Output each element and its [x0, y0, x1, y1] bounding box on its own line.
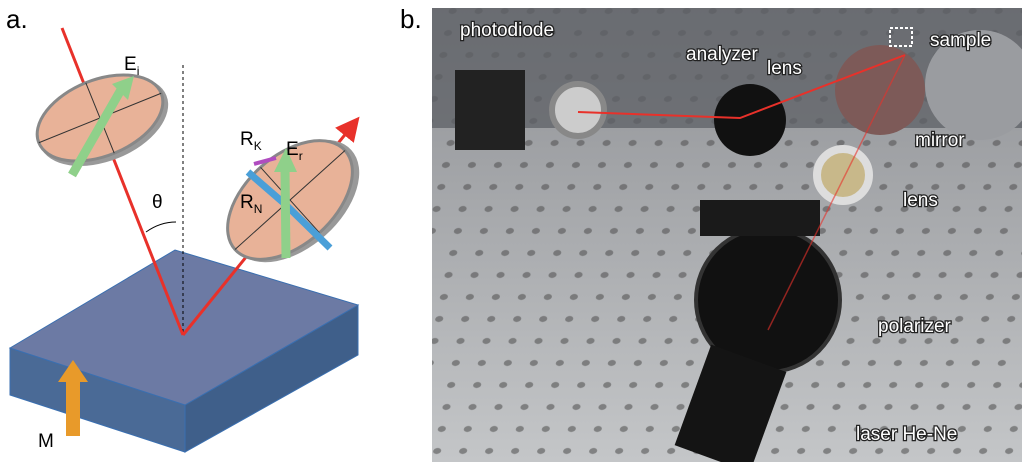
panel-label: a.	[6, 4, 28, 34]
analyzer-mount	[714, 84, 786, 156]
panel-label: b.	[400, 4, 422, 34]
er-arrow	[285, 170, 286, 258]
component-label: laser He-Ne	[856, 424, 957, 445]
component-label: photodiode	[460, 20, 554, 41]
lens-mount	[817, 149, 869, 201]
lens-mount	[552, 84, 604, 136]
photodiode-mount	[455, 70, 525, 150]
m-label: M	[38, 431, 54, 452]
ei-label: Ei	[124, 54, 139, 78]
component-label: sample	[930, 30, 991, 51]
figure: a. Ei	[0, 0, 1022, 462]
rk-label: RK	[240, 129, 262, 153]
component-label: polarizer	[878, 316, 952, 337]
component-label: mirror	[915, 130, 965, 151]
theta-label: θ	[152, 192, 163, 213]
component-label: lens	[767, 58, 802, 79]
panel-a: a. Ei	[6, 4, 382, 452]
polarizer-stage	[700, 200, 820, 236]
panel-b: b. photodiode analyzer lens sample mirror len…	[400, 4, 1022, 462]
angle-arc	[146, 222, 176, 232]
chamber-window	[835, 45, 925, 135]
component-label: analyzer	[686, 44, 758, 65]
m-arrow	[66, 380, 80, 436]
component-label: lens	[903, 190, 938, 211]
